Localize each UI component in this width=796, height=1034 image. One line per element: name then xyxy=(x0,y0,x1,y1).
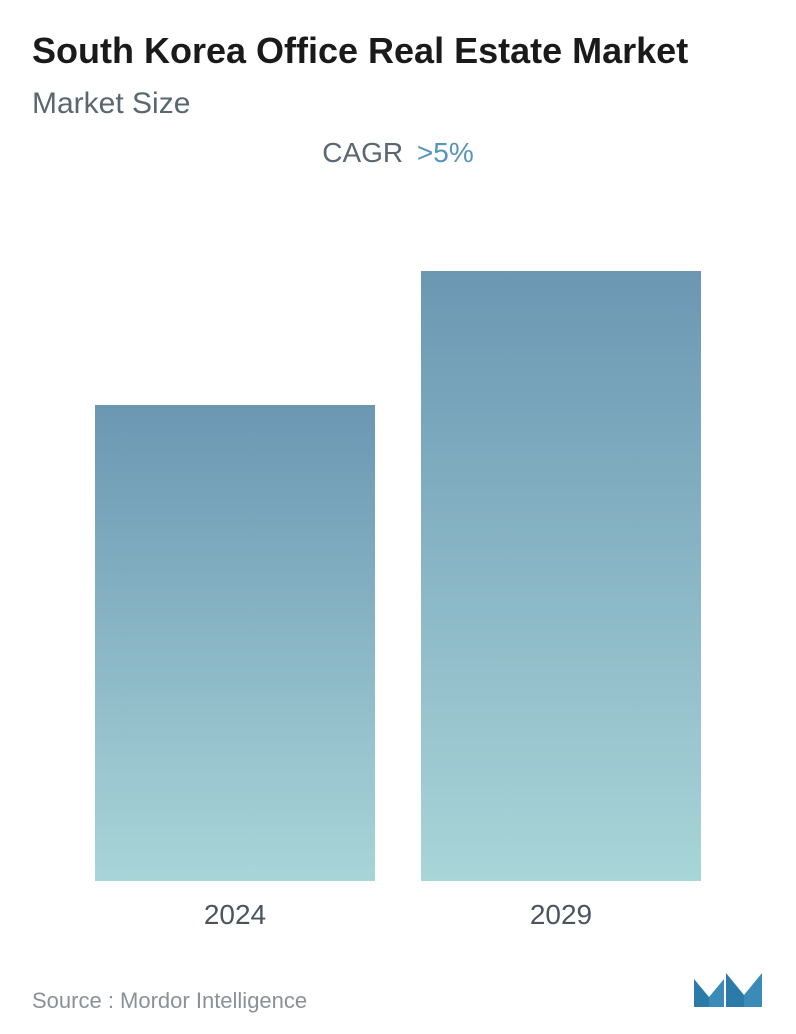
mordor-logo-icon xyxy=(692,965,764,1014)
bar-label-1: 2029 xyxy=(530,899,592,931)
bar-label-0: 2024 xyxy=(204,899,266,931)
cagr-row: CAGR >5% xyxy=(32,137,764,169)
cagr-value: >5% xyxy=(417,137,474,168)
bar-group-1: 2029 xyxy=(421,271,701,931)
chart-subtitle: Market Size xyxy=(32,87,764,121)
source-text: Source : Mordor Intelligence xyxy=(32,988,307,1014)
bar-1 xyxy=(421,271,701,881)
chart-title: South Korea Office Real Estate Market xyxy=(32,28,764,73)
chart-area: 2024 2029 xyxy=(32,219,764,931)
bar-group-0: 2024 xyxy=(95,405,375,931)
cagr-label: CAGR xyxy=(322,137,403,168)
bar-0 xyxy=(95,405,375,881)
chart-container: South Korea Office Real Estate Market Ma… xyxy=(0,0,796,1034)
footer: Source : Mordor Intelligence xyxy=(32,941,764,1014)
